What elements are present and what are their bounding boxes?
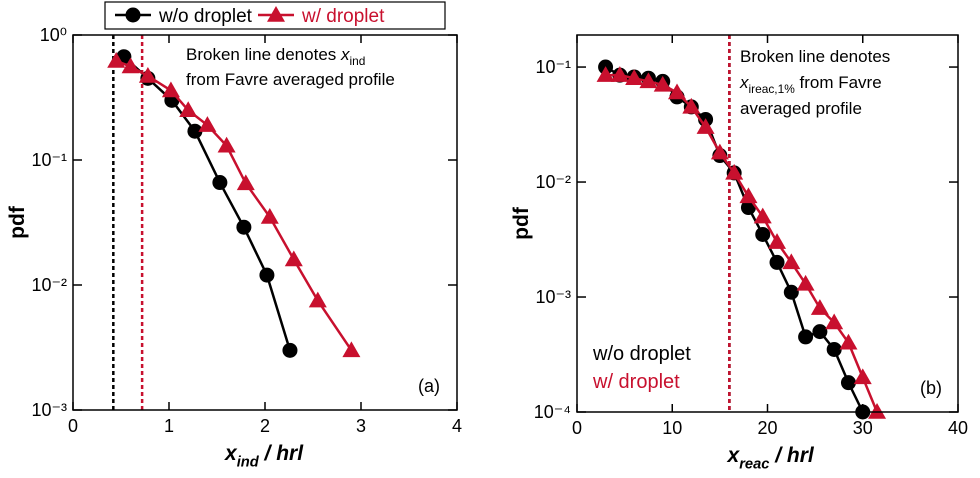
point xyxy=(342,341,361,358)
text-part: x xyxy=(739,73,749,92)
point xyxy=(187,123,203,139)
point xyxy=(768,233,787,249)
series-line xyxy=(123,55,292,351)
point xyxy=(725,163,744,180)
point xyxy=(138,66,157,83)
text-part: ireac,1% xyxy=(749,82,796,96)
point xyxy=(639,72,658,89)
rich-text: Broken line denotes xyxy=(740,47,890,66)
point xyxy=(696,118,715,134)
point xyxy=(783,284,799,300)
point xyxy=(796,274,815,291)
panel-label: (b) xyxy=(920,378,942,398)
legend-label: w/o droplet xyxy=(592,343,691,365)
point xyxy=(826,341,842,357)
point xyxy=(308,291,327,308)
point xyxy=(596,66,615,82)
y-tick-label: 10⁻³ xyxy=(535,287,571,307)
point xyxy=(825,313,844,330)
y-axis-label: pdf xyxy=(6,205,29,239)
text-part: Broken line denotes xyxy=(740,47,890,66)
y-tick-label: 10⁰ xyxy=(40,25,67,45)
x-tick-label: 2 xyxy=(260,416,270,436)
y-axis-label: pdf xyxy=(510,206,533,240)
point xyxy=(284,250,303,267)
text-part: reac xyxy=(739,456,769,472)
y-tick-label: 10⁻³ xyxy=(31,400,67,420)
point xyxy=(236,174,255,191)
text-part: ind xyxy=(237,454,260,470)
text-part: / hrl xyxy=(769,444,815,467)
x-tick-label: 4 xyxy=(452,416,462,436)
y-tick-label: 10⁻² xyxy=(535,172,571,192)
point xyxy=(121,57,140,74)
text-part: x xyxy=(727,444,741,467)
y-tick-label: 10⁻² xyxy=(31,275,67,295)
point xyxy=(212,175,228,191)
point xyxy=(753,207,772,224)
point xyxy=(179,101,198,118)
legend-label: w/ droplet xyxy=(592,371,680,393)
point xyxy=(839,333,858,350)
y-tick-label: 10⁻¹ xyxy=(31,150,67,170)
point xyxy=(840,375,856,391)
plot-frame xyxy=(576,34,959,413)
point xyxy=(853,368,872,385)
x-tick-label: 10 xyxy=(662,418,682,438)
text-part: ind xyxy=(350,54,366,68)
point xyxy=(739,187,758,204)
point xyxy=(653,75,672,92)
legend-marker xyxy=(125,7,141,23)
x-tick-label: 30 xyxy=(853,418,873,438)
rich-text: from Favre averaged profile xyxy=(186,70,395,89)
point xyxy=(161,81,180,98)
x-tick-label: 3 xyxy=(356,416,366,436)
point xyxy=(610,66,629,82)
text-part: x xyxy=(224,442,238,465)
text-part: averaged profile xyxy=(740,99,862,118)
y-tick-label: 10⁻⁴ xyxy=(534,402,571,422)
text-part: from Favre averaged profile xyxy=(186,70,395,89)
point xyxy=(236,219,252,235)
point xyxy=(625,69,644,85)
panel-label: (a) xyxy=(418,376,440,396)
point xyxy=(812,324,828,340)
rich-text: xreac / hrl xyxy=(727,444,815,472)
point xyxy=(259,267,275,283)
text-part: Broken line denotes xyxy=(186,45,341,64)
text-part: from Favre xyxy=(795,73,882,92)
text-part: / hrl xyxy=(259,442,305,465)
point xyxy=(755,226,771,242)
rich-text: xind / hrl xyxy=(224,442,304,470)
x-tick-label: 40 xyxy=(948,418,968,438)
point xyxy=(710,143,729,160)
point xyxy=(198,116,217,132)
point xyxy=(260,207,279,224)
rich-text: averaged profile xyxy=(740,99,862,118)
legend-label: w/o droplet xyxy=(158,6,253,27)
y-tick-label: 10⁻¹ xyxy=(535,57,571,77)
point xyxy=(668,83,687,100)
point xyxy=(782,253,801,270)
rich-text: xireac,1% from Favre xyxy=(739,73,882,96)
point xyxy=(217,136,236,153)
point xyxy=(798,329,814,345)
point xyxy=(107,51,126,68)
point xyxy=(682,97,701,114)
point xyxy=(769,254,785,270)
x-tick-label: 1 xyxy=(164,416,174,436)
point xyxy=(810,299,829,315)
legend-marker xyxy=(267,6,285,22)
point xyxy=(868,403,887,419)
x-tick-label: 20 xyxy=(757,418,777,438)
point xyxy=(282,342,298,358)
legend-label: w/ droplet xyxy=(301,6,385,27)
rich-text: Broken line denotes xind xyxy=(186,45,365,68)
text-part: x xyxy=(340,45,350,64)
x-tick-label: 0 xyxy=(572,418,582,438)
plot-frame xyxy=(72,34,458,411)
x-tick-label: 0 xyxy=(68,416,78,436)
